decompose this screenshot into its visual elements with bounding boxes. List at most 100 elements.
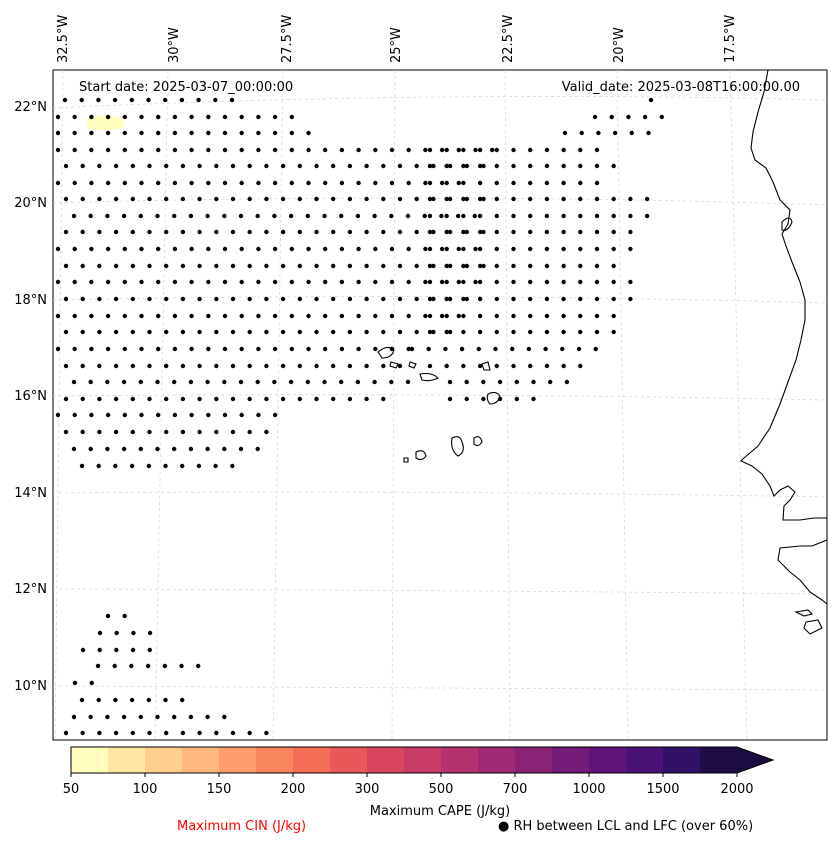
rh-dot <box>456 147 461 153</box>
rh-dot <box>427 213 433 219</box>
rh-dot <box>528 279 533 285</box>
rh-dot <box>314 363 319 369</box>
rh-dot <box>222 213 227 219</box>
rh-dot <box>347 263 353 269</box>
rh-dot <box>113 463 118 469</box>
rh-dot <box>431 263 436 269</box>
rh-dot <box>477 196 483 202</box>
rh-dot <box>97 730 102 736</box>
rh-dot <box>331 363 336 369</box>
rh-dot <box>197 163 202 169</box>
rh-dot <box>105 446 110 452</box>
rh-dot <box>364 263 369 269</box>
rh-dot <box>264 730 269 736</box>
rh-dot <box>163 697 168 703</box>
rh-dot <box>544 163 550 169</box>
rh-dot <box>612 130 618 136</box>
rh-dot <box>180 697 185 703</box>
rh-dot <box>189 147 194 153</box>
rh-dot <box>55 130 61 136</box>
rh-dot <box>55 346 61 352</box>
rh-dot <box>172 147 178 153</box>
rh-dot <box>381 296 386 302</box>
rh-dot <box>222 180 228 186</box>
rh-dot <box>206 313 211 319</box>
rh-dot <box>130 329 135 335</box>
rh-dot <box>611 329 616 335</box>
rh-dot <box>439 213 444 219</box>
rh-dot <box>511 180 516 186</box>
rh-dot <box>626 114 631 120</box>
rh-dot <box>389 180 395 186</box>
colorbar-tick-label: 50 <box>63 782 80 797</box>
rh-dot <box>477 213 483 219</box>
rh-dot <box>464 163 469 169</box>
rh-dot <box>594 163 600 169</box>
rh-dot <box>130 396 135 402</box>
rh-dot <box>564 379 570 385</box>
rh-dot <box>364 163 369 169</box>
rh-dot <box>356 313 361 319</box>
rh-dot <box>510 346 515 352</box>
rh-dot <box>180 429 186 435</box>
rh-dot <box>461 329 466 335</box>
rh-dot <box>222 114 228 120</box>
rh-dot <box>305 213 310 219</box>
rh-dot <box>72 680 78 686</box>
rh-dot <box>444 213 449 219</box>
rh-dot <box>629 130 634 136</box>
rh-dot <box>323 346 328 352</box>
rh-dot <box>423 180 428 186</box>
rh-dot <box>389 213 394 219</box>
rh-dot <box>189 279 194 285</box>
rh-dot <box>89 346 94 352</box>
rh-dot <box>147 296 152 302</box>
rh-dot <box>477 163 483 169</box>
colorbar-swatch <box>330 747 367 773</box>
rh-dot <box>239 147 244 153</box>
rh-dot <box>80 730 85 736</box>
rh-dot <box>531 396 536 402</box>
rh-dot <box>431 196 436 202</box>
rh-dot <box>464 396 469 402</box>
rh-dot <box>659 114 664 120</box>
rh-dot <box>544 147 550 153</box>
rh-dot <box>461 279 466 285</box>
rh-dot <box>180 229 186 235</box>
rh-dot <box>439 180 445 186</box>
rh-dot <box>256 180 261 186</box>
rh-dot <box>494 196 499 202</box>
rh-dot <box>473 279 478 285</box>
rh-dot <box>297 263 302 269</box>
rh-dot <box>414 163 419 169</box>
rh-dot <box>609 114 614 120</box>
rh-dot <box>89 412 94 418</box>
colorbar-swatch <box>71 747 108 773</box>
rh-dot <box>644 196 650 202</box>
rh-dot <box>461 163 466 169</box>
rh-dot <box>423 279 428 285</box>
rh-dot <box>255 379 260 385</box>
rh-dot <box>528 313 533 319</box>
rh-dot <box>272 180 278 186</box>
rh-dot <box>180 263 186 269</box>
rh-dot <box>138 379 143 385</box>
rh-dot <box>561 163 566 169</box>
rh-dot <box>89 313 94 319</box>
rh-dot <box>347 329 353 335</box>
rh-dot <box>230 429 236 435</box>
rh-dot <box>206 246 211 252</box>
rh-dot <box>355 379 361 385</box>
rh-dot <box>461 147 466 153</box>
lon-label: 20°W <box>612 27 627 63</box>
rh-dot <box>156 180 161 186</box>
rh-dot <box>594 229 600 235</box>
rh-dot <box>355 213 361 219</box>
rh-dot <box>427 147 433 153</box>
rh-dot <box>97 229 102 235</box>
rh-dot <box>561 147 566 153</box>
rh-dot <box>297 296 302 302</box>
rh-dot <box>147 647 152 653</box>
rh-dot <box>180 163 186 169</box>
rh-dot <box>490 147 495 153</box>
